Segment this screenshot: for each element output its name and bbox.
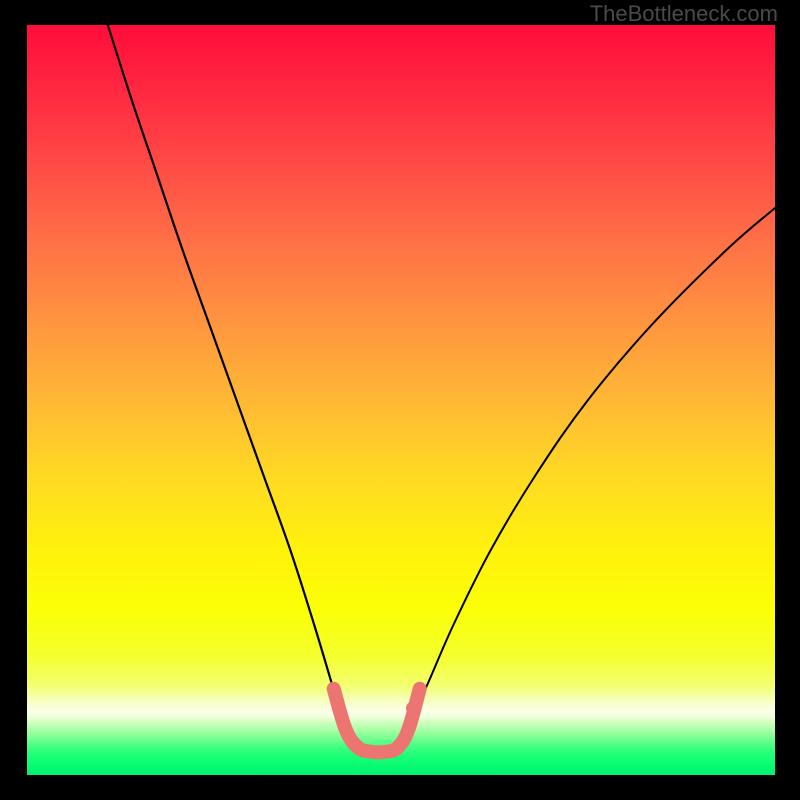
watermark-text: TheBottleneck.com — [590, 1, 778, 27]
curves-layer — [108, 25, 775, 721]
curve-left — [108, 25, 343, 721]
trough-dot-0 — [330, 695, 344, 709]
chart-overlay — [27, 25, 775, 775]
trough-dot-1 — [406, 701, 420, 715]
trough-band — [334, 689, 420, 753]
trough-overlay-layer — [330, 689, 420, 753]
curve-right — [410, 208, 775, 721]
